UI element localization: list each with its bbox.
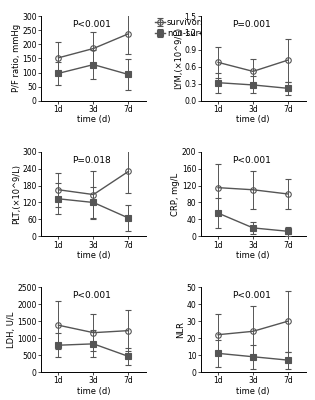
Y-axis label: LDH, U/L: LDH, U/L <box>7 312 16 348</box>
Text: P=0.018: P=0.018 <box>72 156 111 165</box>
Text: P=0.001: P=0.001 <box>232 20 271 29</box>
X-axis label: time (d): time (d) <box>236 386 270 396</box>
Y-axis label: LYM,(×10^9/L): LYM,(×10^9/L) <box>174 27 183 90</box>
X-axis label: time (d): time (d) <box>77 386 110 396</box>
X-axis label: time (d): time (d) <box>77 115 110 124</box>
Y-axis label: NLR: NLR <box>176 321 185 338</box>
Text: P<0.001: P<0.001 <box>232 292 271 300</box>
Legend: survivors, non-survivors: survivors, non-survivors <box>151 14 228 42</box>
Text: P<0.001: P<0.001 <box>72 292 111 300</box>
X-axis label: time (d): time (d) <box>236 251 270 260</box>
Text: P<0.001: P<0.001 <box>72 20 111 29</box>
Y-axis label: P/F ratio, mmHg: P/F ratio, mmHg <box>12 24 21 92</box>
Text: P<0.001: P<0.001 <box>232 156 271 165</box>
Y-axis label: PLT,(×10^9/L): PLT,(×10^9/L) <box>12 164 21 224</box>
Y-axis label: CRP, mg/L: CRP, mg/L <box>171 172 180 216</box>
X-axis label: time (d): time (d) <box>236 115 270 124</box>
X-axis label: time (d): time (d) <box>77 251 110 260</box>
